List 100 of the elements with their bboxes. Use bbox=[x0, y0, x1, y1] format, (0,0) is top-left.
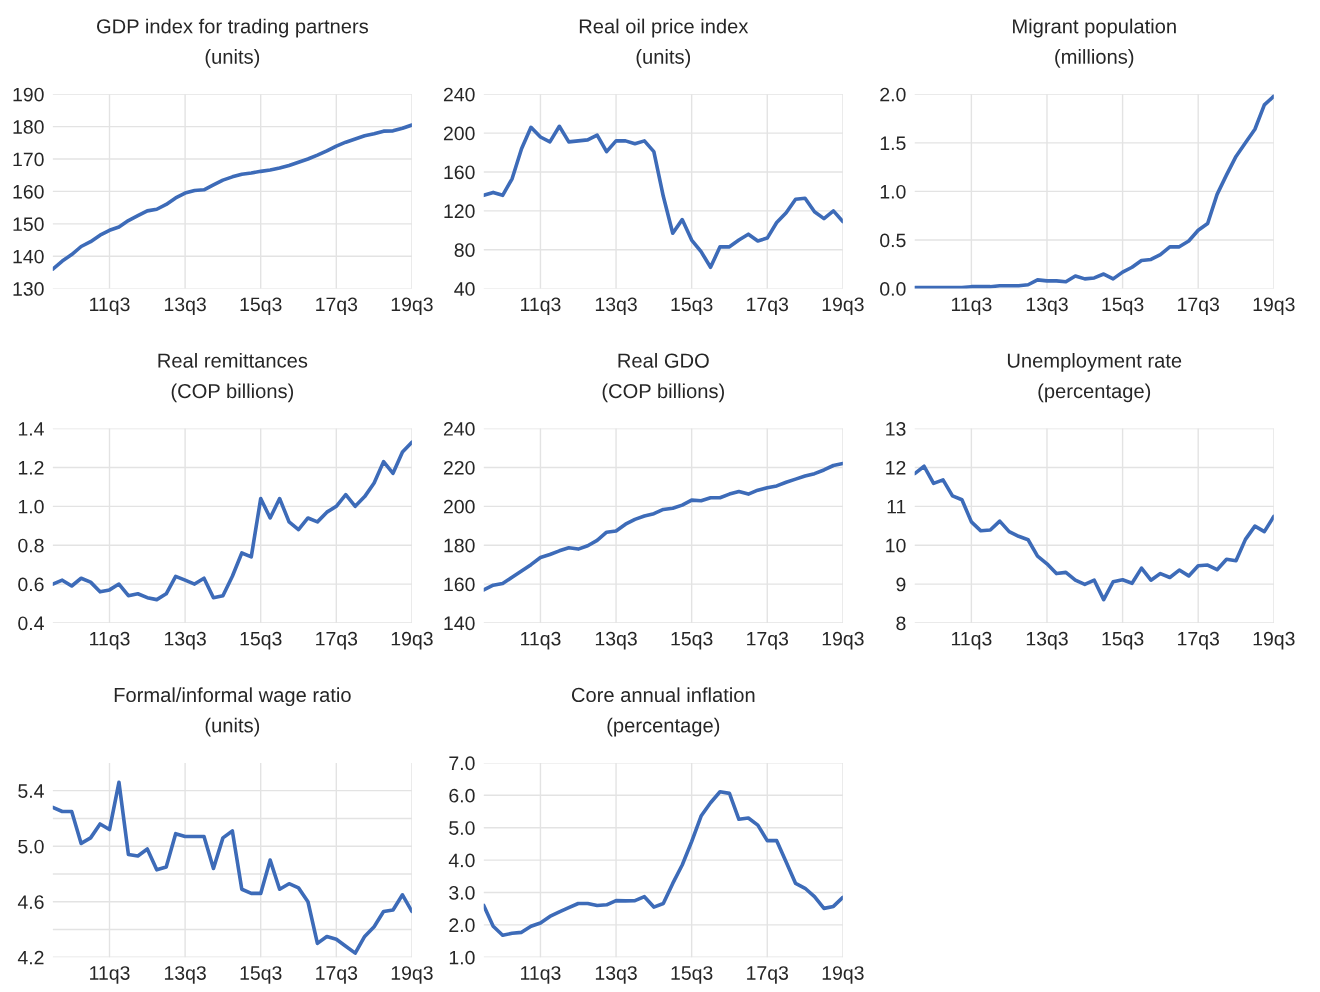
y-tick-label: 8 bbox=[896, 616, 906, 631]
y-tick-label: 11 bbox=[887, 499, 906, 514]
x-tick-label: 17q3 bbox=[747, 966, 789, 984]
x-tick-label: 17q3 bbox=[316, 966, 358, 984]
y-tick-label: 180 bbox=[13, 120, 44, 134]
chart-title: Core annual inflation (percentage) bbox=[571, 687, 755, 737]
y-tick-label: 200 bbox=[443, 126, 475, 141]
chart-title: Formal/informal wage ratio (units) bbox=[114, 687, 351, 737]
y-tick-label: 9 bbox=[896, 577, 906, 592]
y-tick-label: 120 bbox=[444, 204, 475, 219]
x-tick-label: 17q3 bbox=[316, 631, 358, 650]
y-tick-label: 4.6 bbox=[17, 895, 44, 909]
y-tick-label: 220 bbox=[443, 460, 475, 475]
y-tick-label: 150 bbox=[13, 217, 44, 232]
line-series bbox=[483, 789, 843, 938]
y-tick-label: 0.0 bbox=[880, 282, 906, 296]
y-tick-label: 3.0 bbox=[449, 885, 475, 900]
x-tick-label: 15q3 bbox=[671, 966, 713, 984]
x-tick-label: 11q3 bbox=[951, 297, 992, 316]
line-series bbox=[914, 94, 1274, 289]
x-tick-label: 11q3 bbox=[951, 631, 992, 650]
x-tick-label: 13q3 bbox=[164, 631, 206, 650]
y-tick-label: 40 bbox=[454, 282, 475, 296]
y-tick-label: 200 bbox=[443, 499, 475, 514]
line-series bbox=[52, 123, 412, 271]
chart-title: Real oil price index (units) bbox=[579, 18, 749, 68]
y-tick-label: 1.0 bbox=[449, 950, 475, 965]
x-tick-label: 11q3 bbox=[90, 297, 130, 316]
y-tick-label: 12 bbox=[886, 460, 906, 475]
y-tick-label: 7.0 bbox=[449, 756, 475, 771]
line-series bbox=[483, 461, 843, 592]
y-tick-label: 160 bbox=[444, 165, 475, 180]
chart-title: Migrant population (millions) bbox=[1013, 18, 1176, 68]
chart-title: Unemployment rate (percentage) bbox=[1007, 352, 1182, 403]
y-tick-label: 4.2 bbox=[17, 950, 44, 965]
x-tick-label: 13q3 bbox=[1026, 631, 1068, 650]
x-tick-label: 15q3 bbox=[1102, 297, 1144, 316]
x-tick-label: 19q3 bbox=[822, 297, 864, 316]
x-tick-label: 17q3 bbox=[1178, 297, 1219, 316]
x-tick-label: 15q3 bbox=[240, 631, 282, 650]
y-tick-label: 0.4 bbox=[18, 616, 44, 631]
y-tick-label: 140 bbox=[13, 249, 44, 264]
y-tick-label: 0.6 bbox=[18, 577, 44, 592]
y-tick-label: 240 bbox=[443, 87, 475, 102]
y-tick-label: 1.5 bbox=[880, 136, 906, 151]
y-tick-label: 13 bbox=[886, 422, 906, 436]
x-tick-label: 13q3 bbox=[164, 297, 206, 316]
y-tick-label: 240 bbox=[443, 422, 475, 436]
y-tick-label: 0.8 bbox=[18, 538, 44, 553]
y-tick-label: 190 bbox=[13, 87, 44, 102]
x-tick-label: 13q3 bbox=[595, 966, 637, 984]
x-tick-label: 11q3 bbox=[90, 631, 130, 650]
x-tick-label: 11q3 bbox=[521, 297, 561, 316]
line-series bbox=[914, 464, 1274, 602]
y-tick-label: 1.0 bbox=[880, 184, 906, 199]
x-tick-label: 19q3 bbox=[822, 966, 864, 984]
x-tick-label: 19q3 bbox=[1253, 297, 1295, 316]
x-tick-label: 15q3 bbox=[240, 966, 282, 984]
y-tick-label: 80 bbox=[454, 243, 475, 257]
x-tick-label: 17q3 bbox=[316, 297, 358, 316]
x-tick-label: 13q3 bbox=[1026, 297, 1068, 316]
y-tick-label: 5.0 bbox=[18, 839, 44, 854]
y-tick-label: 1.0 bbox=[18, 499, 44, 514]
y-tick-label: 1.2 bbox=[18, 460, 44, 475]
x-tick-label: 11q3 bbox=[90, 966, 130, 984]
chart-title: Real GDO (COP billions) bbox=[602, 352, 724, 403]
x-tick-label: 17q3 bbox=[747, 297, 789, 316]
x-tick-label: 11q3 bbox=[521, 966, 561, 984]
chart-title: Real remittances (COP billions) bbox=[158, 352, 308, 403]
x-tick-label: 19q3 bbox=[822, 631, 864, 650]
y-tick-label: 6.0 bbox=[449, 788, 475, 803]
y-tick-label: 10 bbox=[886, 538, 906, 553]
y-tick-label: 140 bbox=[444, 616, 475, 631]
line-series bbox=[52, 440, 412, 602]
chart-title: GDP index for trading partners (units) bbox=[97, 18, 369, 68]
y-tick-label: 2.0 bbox=[880, 87, 906, 102]
x-tick-label: 11q3 bbox=[521, 631, 561, 650]
x-tick-label: 19q3 bbox=[1253, 631, 1295, 650]
x-tick-label: 19q3 bbox=[391, 297, 433, 316]
y-tick-label: 170 bbox=[13, 152, 44, 167]
y-tick-label: 2.0 bbox=[449, 918, 475, 933]
y-tick-label: 160 bbox=[444, 577, 475, 592]
x-tick-label: 13q3 bbox=[164, 966, 206, 984]
y-tick-label: 0.5 bbox=[880, 233, 906, 248]
x-tick-label: 15q3 bbox=[671, 631, 713, 650]
x-tick-label: 15q3 bbox=[1102, 631, 1144, 650]
x-tick-label: 19q3 bbox=[391, 966, 433, 984]
x-tick-label: 15q3 bbox=[671, 297, 713, 316]
y-tick-label: 5.0 bbox=[449, 821, 475, 835]
x-tick-label: 19q3 bbox=[391, 631, 433, 650]
x-tick-label: 17q3 bbox=[747, 631, 789, 650]
y-tick-label: 4.0 bbox=[448, 853, 475, 868]
x-tick-label: 13q3 bbox=[595, 631, 637, 650]
y-tick-label: 160 bbox=[13, 184, 44, 199]
y-tick-label: 1.4 bbox=[18, 422, 44, 436]
y-tick-label: 130 bbox=[13, 282, 44, 296]
x-tick-label: 15q3 bbox=[240, 297, 282, 316]
y-tick-label: 180 bbox=[444, 538, 475, 553]
x-tick-label: 13q3 bbox=[595, 297, 637, 316]
y-tick-label: 5.4 bbox=[18, 784, 44, 798]
